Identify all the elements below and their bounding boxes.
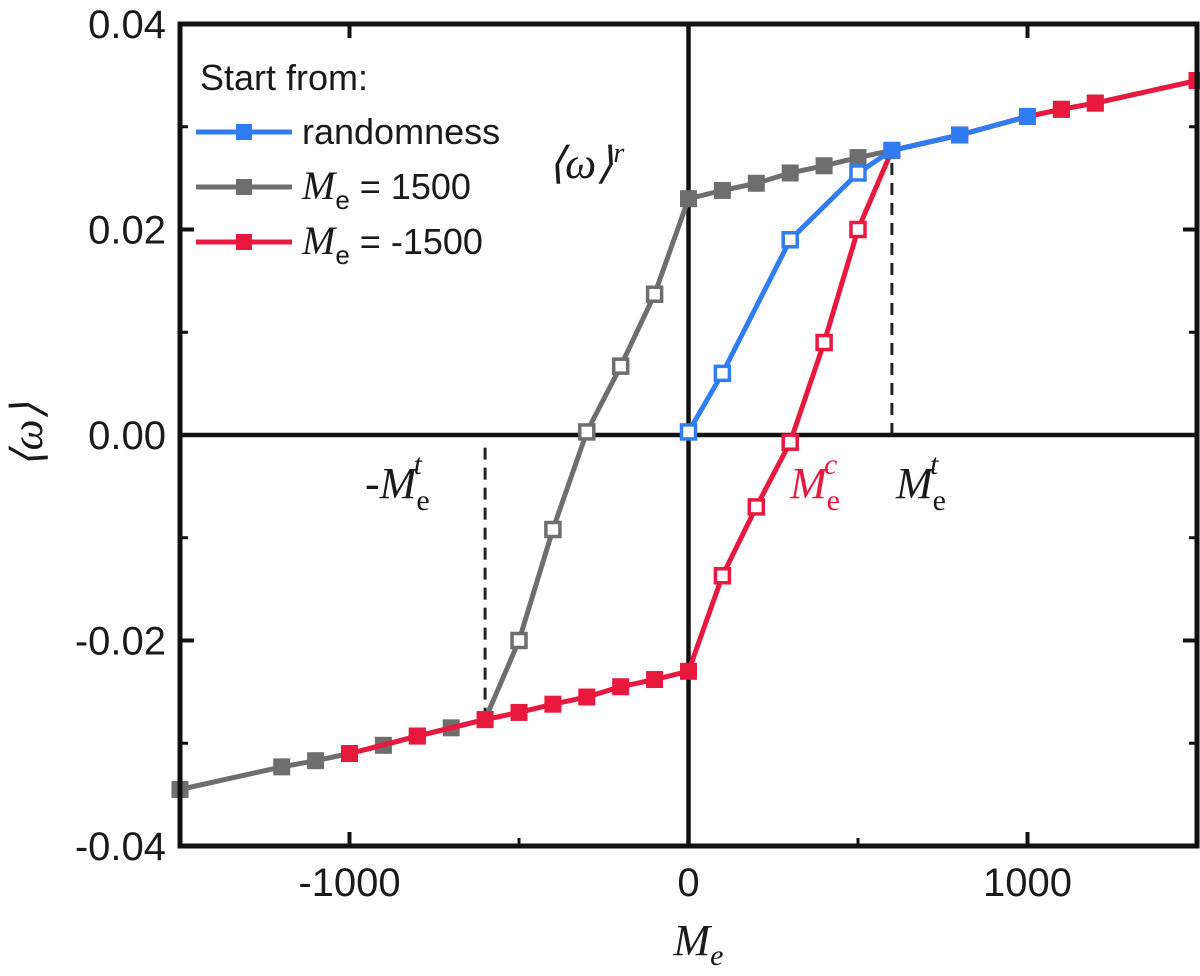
annotation-main: M bbox=[895, 459, 935, 508]
annotation-main: M bbox=[789, 459, 829, 508]
data-point-me_1500 bbox=[544, 520, 562, 539]
legend-swatch-marker bbox=[236, 234, 252, 250]
data-point-me_neg1500 bbox=[1086, 94, 1104, 112]
data-point-me_neg1500 bbox=[713, 567, 732, 585]
series-randomness bbox=[679, 107, 1036, 441]
data-point-randomness bbox=[713, 364, 732, 383]
legend-label-rest: = 1500 bbox=[350, 166, 471, 207]
y-tick-label: 0.04 bbox=[88, 3, 166, 47]
annotation-sup: t bbox=[414, 448, 423, 481]
legend-label-sub: e bbox=[335, 240, 349, 270]
data-point-me_1500 bbox=[680, 190, 697, 208]
y-tick-label: -0.02 bbox=[75, 620, 166, 664]
annotation-sup: r bbox=[613, 138, 624, 169]
data-point-me_neg1500 bbox=[849, 220, 867, 239]
reference-lines bbox=[483, 150, 894, 720]
data-point-me_1500 bbox=[849, 149, 867, 167]
data-point-randomness bbox=[849, 164, 867, 182]
data-point-randomness bbox=[679, 423, 698, 441]
data-point-me_neg1500 bbox=[408, 727, 426, 745]
annotation-prefix: - bbox=[365, 459, 380, 508]
data-point-me_neg1500 bbox=[612, 678, 630, 696]
legend-label-main: M bbox=[301, 163, 338, 208]
data-point-me_neg1500 bbox=[476, 711, 494, 729]
y-tick-label: 0.02 bbox=[88, 209, 166, 253]
data-point-randomness bbox=[1019, 107, 1036, 125]
data-point-me_1500 bbox=[307, 752, 325, 770]
legend-label-sub: e bbox=[335, 185, 349, 215]
x-tick-label: 1000 bbox=[983, 861, 1072, 905]
legend-label-rest: = -1500 bbox=[350, 221, 483, 262]
x-tick-label: -1000 bbox=[298, 861, 400, 905]
annotation-sub: e bbox=[416, 484, 429, 517]
axis-ticks: -1000 0 1000 -0.04 -0.02 0.00 0.02 0.04 bbox=[75, 3, 1199, 905]
annotation-sub: e bbox=[827, 484, 840, 517]
annotation-sub: e bbox=[933, 484, 946, 517]
data-point-me_1500 bbox=[781, 164, 799, 182]
annotation-main: M bbox=[379, 459, 419, 508]
x-axis-title: Me bbox=[673, 916, 724, 972]
data-point-me_neg1500 bbox=[815, 333, 833, 352]
legend-label-me_1500: Me = 1500 bbox=[301, 163, 471, 215]
annotation-main: ⟨ω⟩ bbox=[548, 139, 613, 188]
data-point-me_1500 bbox=[611, 357, 630, 375]
legend-title: Start from: bbox=[200, 57, 368, 98]
data-point-me_1500 bbox=[645, 285, 664, 303]
y-tick-label: -0.04 bbox=[75, 825, 166, 869]
annotation-sup: t bbox=[930, 448, 939, 481]
data-point-me_neg1500 bbox=[510, 703, 528, 721]
legend-label-me_neg1500: Me = -1500 bbox=[301, 218, 483, 270]
data-point-me_neg1500 bbox=[341, 745, 358, 763]
data-point-me_neg1500 bbox=[1052, 100, 1070, 118]
y-tick-label: 0.00 bbox=[88, 414, 166, 458]
data-point-me_neg1500 bbox=[680, 662, 697, 680]
annotation-sup: c bbox=[824, 448, 837, 481]
data-point-me_1500 bbox=[713, 181, 731, 199]
data-point-me_1500 bbox=[510, 631, 528, 650]
legend-swatch-marker bbox=[236, 124, 252, 140]
data-point-me_neg1500 bbox=[747, 498, 766, 516]
data-point-me_1500 bbox=[578, 423, 596, 441]
annotation-omega_r: ⟨ω⟩r bbox=[548, 138, 624, 188]
data-point-me_1500 bbox=[815, 157, 833, 175]
legend-swatch-marker bbox=[236, 179, 252, 195]
legend-label-randomness: randomness bbox=[302, 111, 500, 152]
legend-label-main: M bbox=[301, 218, 338, 263]
data-point-me_neg1500 bbox=[781, 433, 799, 451]
data-point-me_neg1500 bbox=[578, 688, 596, 706]
annotation-me_t: Met bbox=[895, 448, 946, 517]
annotation-neg_me_t: -Met bbox=[365, 448, 430, 517]
annotation-me_c: Mec bbox=[789, 448, 840, 517]
data-point-me_1500 bbox=[747, 174, 765, 192]
data-point-me_neg1500 bbox=[544, 695, 562, 713]
x-tick-label: 0 bbox=[677, 861, 699, 905]
annotations: ⟨ω⟩r-Met Mec Met bbox=[365, 138, 946, 517]
data-point-me_1500 bbox=[273, 758, 291, 776]
data-point-randomness bbox=[883, 141, 901, 159]
y-axis-title: ⟨ω⟩ bbox=[3, 402, 52, 467]
data-point-me_neg1500 bbox=[646, 671, 664, 689]
data-point-randomness bbox=[781, 231, 799, 249]
data-point-randomness bbox=[951, 126, 969, 144]
